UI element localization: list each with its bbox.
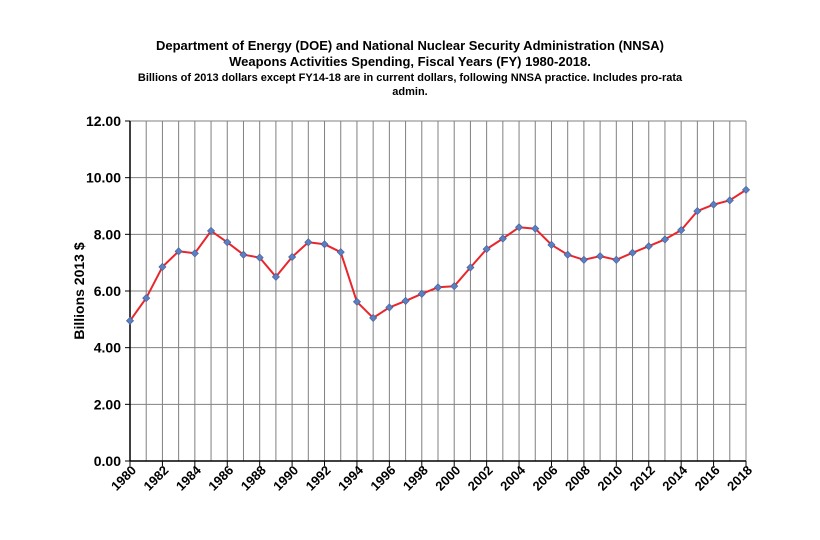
data-point-2008 (579, 255, 588, 264)
data-point-2018 (741, 185, 751, 194)
data-point-2011 (628, 248, 637, 257)
xtick-label-2002: 2002 (465, 463, 496, 494)
ytick-label-4: 8.00 (94, 226, 121, 242)
data-point-2005 (531, 224, 540, 233)
data-point-2001 (466, 263, 475, 272)
x-tick-labels: 1980 1982 1984 1986 1988 1990 1992 1994 1996 1998… (108, 461, 755, 494)
data-point-1999 (433, 283, 443, 292)
data-point-2000 (450, 282, 459, 291)
xtick-label-1998: 1998 (400, 463, 431, 494)
data-point-1992 (320, 240, 329, 249)
data-point-1991 (304, 238, 313, 247)
xtick-label-2018: 2018 (724, 463, 755, 494)
xtick-label-1982: 1982 (140, 463, 171, 494)
data-point-1990 (288, 252, 297, 262)
data-markers (125, 185, 751, 325)
ytick-label-1: 2.00 (94, 396, 121, 412)
data-point-1998 (417, 289, 426, 298)
data-point-2002 (482, 245, 491, 254)
xtick-label-2004: 2004 (497, 462, 529, 494)
data-point-2004 (515, 223, 524, 232)
data-point-1983 (174, 247, 183, 256)
data-point-1986 (223, 238, 232, 247)
ytick-label-2: 4.00 (94, 340, 121, 356)
data-point-1995 (369, 313, 378, 322)
data-point-1993 (336, 248, 345, 257)
data-point-1987 (239, 250, 248, 259)
xtick-label-1994: 1994 (335, 462, 367, 494)
data-point-2017 (725, 196, 734, 205)
data-point-1996 (385, 303, 394, 312)
data-point-2012 (644, 242, 653, 251)
y-axis-title: Billions 2013 $ (71, 242, 87, 339)
data-point-1989 (271, 272, 280, 281)
data-point-2003 (498, 234, 507, 243)
xtick-label-2014: 2014 (659, 462, 691, 494)
ytick-label-6: 12.00 (86, 113, 121, 129)
chart-title-line-1: Department of Energy (DOE) and National … (155, 38, 665, 53)
chart-title-block: Department of Energy (DOE) and National … (0, 38, 820, 99)
data-point-1982 (158, 262, 167, 271)
xtick-label-2012: 2012 (627, 463, 658, 494)
xtick-label-1990: 1990 (270, 463, 301, 494)
xtick-label-1992: 1992 (303, 463, 334, 494)
data-point-2007 (563, 250, 572, 259)
axes (129, 121, 746, 462)
data-point-1985 (207, 226, 216, 235)
data-point-1984 (190, 249, 199, 258)
ytick-label-5: 10.00 (86, 170, 121, 186)
xtick-label-2006: 2006 (530, 463, 561, 494)
chart-title-line-2: Weapons Activities Spending, Fiscal Year… (229, 54, 591, 69)
ytick-label-3: 6.00 (94, 283, 121, 299)
data-point-2015 (693, 207, 702, 216)
chart-subtitle: Billions of 2013 dollars except FY14-18 … (137, 72, 683, 98)
data-point-1980 (125, 316, 135, 325)
xtick-label-1988: 1988 (238, 463, 269, 494)
data-point-1981 (142, 294, 151, 303)
xtick-label-2008: 2008 (562, 463, 593, 494)
data-point-1988 (255, 253, 264, 262)
xtick-label-1996: 1996 (367, 463, 398, 494)
ytick-label-0: 0.00 (94, 453, 121, 469)
data-point-2014 (677, 226, 686, 235)
data-point-2013 (660, 235, 669, 244)
data-point-2010 (612, 255, 621, 264)
xtick-label-2000: 2000 (432, 463, 463, 494)
data-point-1997 (401, 296, 410, 305)
data-point-2009 (596, 252, 605, 261)
data-point-1994 (352, 297, 361, 306)
y-tick-labels: 0.00 2.00 4.00 6.00 8.00 10.00 12.00 (86, 113, 121, 469)
xtick-label-2010: 2010 (594, 463, 625, 494)
xtick-label-2016: 2016 (692, 463, 723, 494)
xtick-label-1986: 1986 (205, 463, 236, 494)
data-point-2006 (547, 240, 556, 249)
xtick-label-1984: 1984 (173, 462, 205, 494)
data-point-2016 (709, 200, 718, 209)
chart-subtitle-container: Billions of 2013 dollars except FY14-18 … (0, 71, 820, 99)
